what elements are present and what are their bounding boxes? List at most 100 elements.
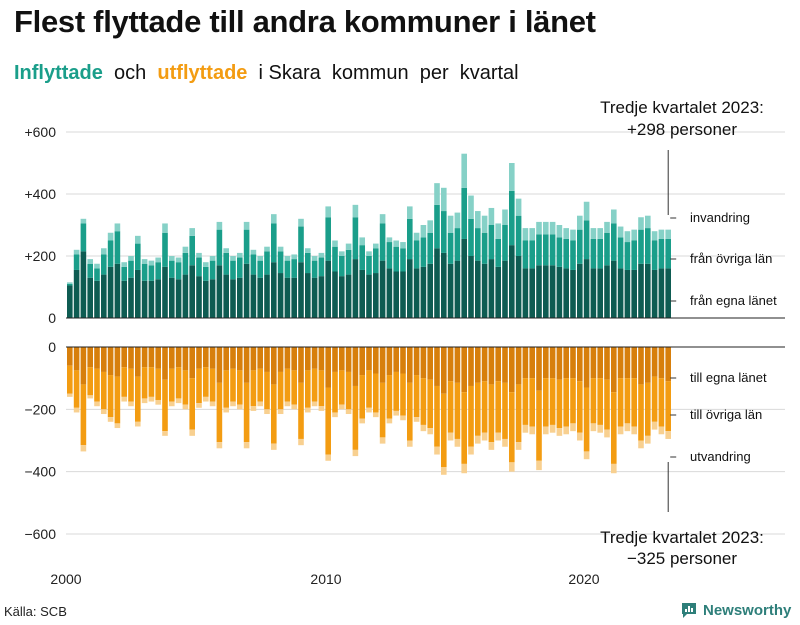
inflow-bar-immigration [366,251,372,256]
outflow-bar-same-county [169,347,175,369]
outflow-bar-same-county [87,347,93,368]
y-tick-label-bottom: −200 [24,401,56,417]
inflow-bar-other-county [271,223,277,263]
outflow-bar-same-county [101,347,107,372]
outflow-bar-other-county [488,384,495,443]
outflow-bar-same-county [155,347,161,369]
inflow-bar-immigration [604,221,610,233]
inflow-bar-same-county [257,277,263,318]
inflow-bar-other-county [604,232,610,266]
outflow-bar-other-county [182,370,189,405]
inflow-bar-same-county [638,263,644,318]
inflow-bar-same-county [94,280,100,318]
inflow-bar-other-county [80,223,87,252]
outflow-bar-same-county [556,347,563,380]
inflow-bar-immigration [94,263,100,269]
inflow-bar-same-county [658,268,665,318]
inflow-bar-same-county [434,248,440,318]
outflow-bar-emigration [250,406,257,411]
y-tick-label-top: 0 [48,310,56,326]
inflow-bar-other-county [651,240,658,270]
inflow-bar-immigration [597,228,603,239]
inflow-bar-immigration [87,259,93,264]
outflow-bar-same-county [522,347,529,379]
inflow-bar-immigration [441,187,447,212]
inflow-bar-same-county [216,265,223,318]
outflow-bar-other-county [264,371,270,410]
outflow-bar-same-county [617,347,624,379]
outflow-bar-other-county [638,384,644,441]
inflow-bar-same-county [495,266,501,318]
inflow-bar-same-county [604,265,610,318]
outflow-bar-emigration [407,440,413,447]
outflow-bar-same-county [121,347,127,368]
inflow-bar-other-county [243,229,250,264]
inflow-bar-same-county [379,260,386,318]
inflow-bar-same-county [311,277,318,318]
series-label-out: till övriga län [690,407,762,422]
outflow-bar-other-county [141,367,148,399]
outflow-bar-other-county [651,376,658,422]
subtitle-inflow: Inflyttade [14,62,103,84]
inflow-bar-immigration [271,214,277,224]
outflow-bar-emigration [135,421,141,427]
inflow-bar-same-county [114,263,121,318]
source-note: Källa: SCB [4,604,67,619]
outflow-bar-same-county [196,347,202,369]
outflow-bar-other-county [645,382,651,436]
outflow-bar-other-county [359,375,365,419]
outflow-bar-same-county [339,347,345,371]
outflow-bar-same-county [257,347,263,369]
inflow-bar-immigration [169,256,175,261]
inflow-bar-immigration [502,209,508,225]
outflow-bar-emigration [141,398,148,404]
outflow-bar-emigration [121,396,127,402]
outflow-bar-same-county [611,347,617,393]
inflow-bar-same-county [277,273,284,318]
outflow-bar-other-county [352,385,359,450]
outflow-bar-other-county [305,370,311,408]
inflow-bar-other-county [230,260,236,280]
inflow-bar-same-county [339,276,345,318]
inflow-bar-other-county [617,237,624,269]
series-label-out: utvandring [690,449,751,464]
outflow-bar-emigration [345,409,352,415]
inflow-bar-immigration [250,249,257,255]
outflow-bar-emigration [325,454,331,461]
inflow-bar-same-county [332,271,338,318]
outflow-bar-other-county [549,378,556,425]
outflow-bar-same-county [325,347,331,388]
inflow-bar-immigration [563,228,569,239]
outflow-bar-other-county [475,382,481,436]
inflow-bar-immigration [400,242,406,249]
outflow-bar-other-county [373,373,379,413]
outflow-bar-other-county [80,384,87,446]
inflow-bar-immigration [189,228,195,236]
outflow-bar-emigration [379,437,386,444]
inflow-bar-immigration [107,232,114,241]
inflow-bar-same-county [67,285,73,318]
outflow-bar-same-county [461,347,467,393]
outflow-bar-other-county [250,370,257,407]
outflow-bar-other-county [624,378,631,424]
inflow-bar-other-county [379,223,386,261]
inflow-bar-other-county [114,231,121,264]
outflow-bar-other-county [325,387,331,455]
outflow-bar-other-county [665,381,671,432]
inflow-bar-immigration [495,223,501,239]
inflow-bar-other-county [638,229,644,264]
inflow-bar-immigration [148,260,155,266]
inflow-bar-same-county [148,280,155,318]
outflow-bar-emigration [461,463,467,474]
outflow-bar-same-county [400,347,406,374]
outflow-bar-same-county [631,347,637,379]
outflow-bar-emigration [209,401,216,407]
inflow-bar-other-county [393,246,399,272]
series-label-in: från övriga län [690,251,772,266]
inflow-bar-same-county [196,276,202,318]
inflow-bar-same-county [373,273,379,318]
outflow-bar-emigration [509,462,515,472]
inflow-bar-other-county [203,266,209,281]
inflow-bar-same-county [522,268,529,318]
inflow-bar-immigration [461,153,467,188]
